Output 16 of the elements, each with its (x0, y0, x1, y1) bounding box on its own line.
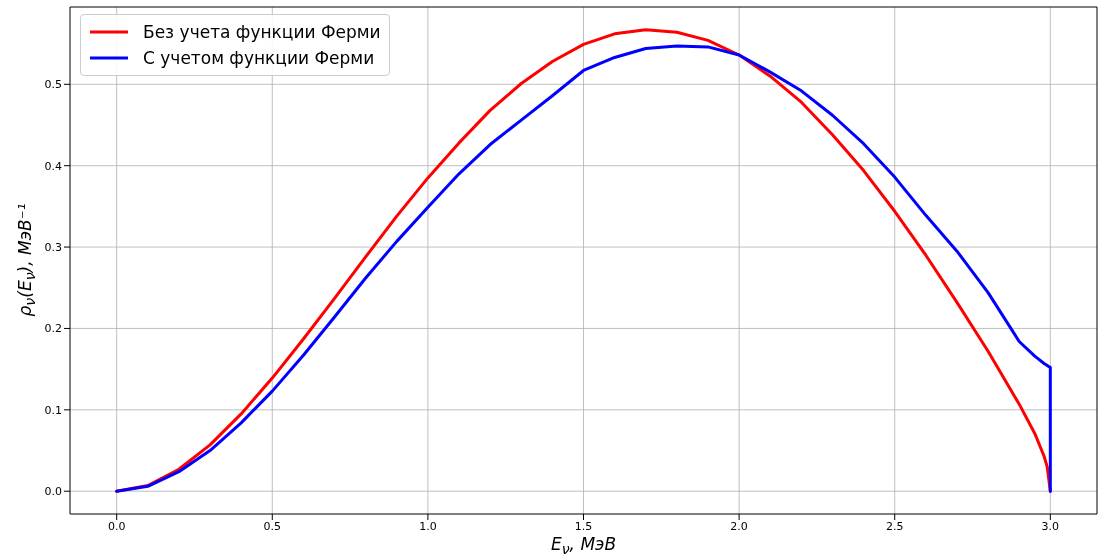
y-tick-label: 0.0 (44, 485, 62, 499)
x-tick-label: 0.0 (107, 519, 126, 533)
x-tick-label: 1.0 (419, 519, 437, 533)
x-tick-label: 3.0 (1041, 519, 1060, 533)
y-tick-label: 0.4 (44, 159, 62, 173)
y-tick-label: 0.1 (44, 403, 62, 417)
x-axis-title: E$_{ν}$, МэВ (549, 534, 618, 558)
y-tick-label: 0.5 (44, 78, 62, 92)
legend-label: С учетом функции Ферми (143, 48, 375, 68)
y-tick-label: 0.2 (44, 322, 62, 336)
x-tick-label: 0.5 (263, 519, 282, 533)
x-tick-label: 2.0 (730, 519, 748, 533)
legend-label: Без учета функции Ферми (143, 22, 381, 42)
x-tick-label: 2.5 (885, 519, 904, 533)
x-tick-label: 1.5 (574, 519, 593, 533)
y-tick-label: 0.3 (44, 240, 62, 254)
